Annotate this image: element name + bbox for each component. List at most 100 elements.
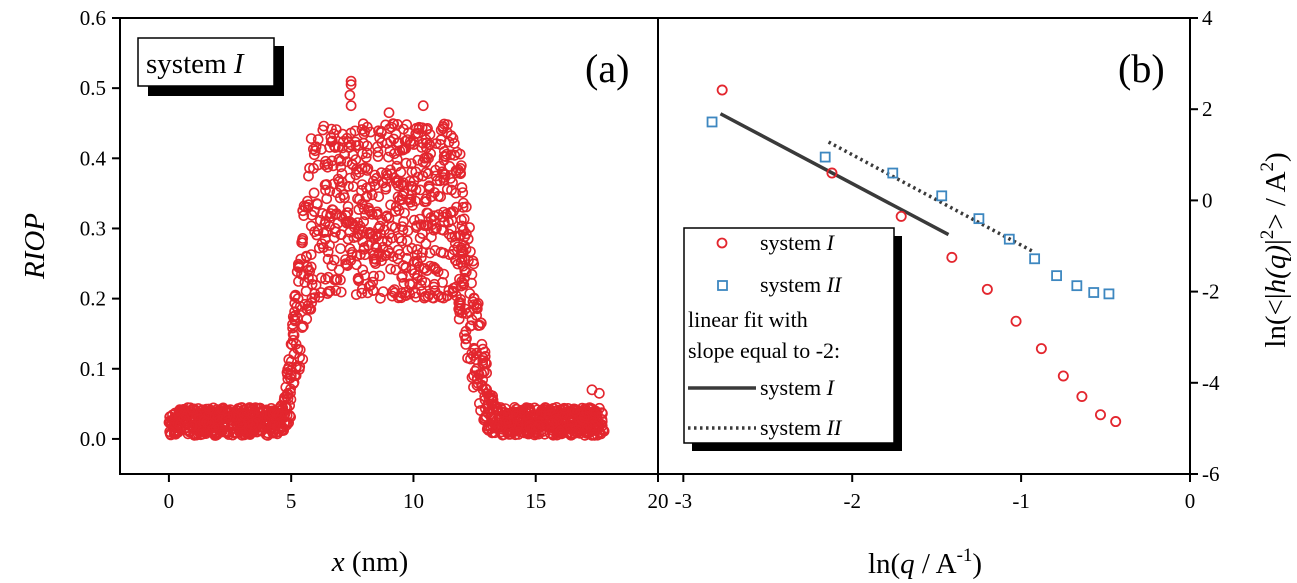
panel-a-data-point <box>589 420 601 432</box>
panel-a-data-point <box>285 338 297 350</box>
system-ii-data-point <box>1088 287 1100 298</box>
panel-a-y-tick-label: 0.5 <box>80 76 106 100</box>
panel-a-data-point <box>374 292 386 304</box>
panel-a-data-point <box>364 181 376 193</box>
system-i-data-point <box>1110 416 1122 428</box>
panel-a-data-point <box>281 402 293 414</box>
panel-a-data-point <box>385 263 396 275</box>
system-ii-data-point <box>1003 233 1015 245</box>
panel-a-data-point <box>164 428 176 440</box>
panel-a-data-point <box>306 292 318 304</box>
panel-a-data-point <box>557 409 569 420</box>
panel-a-data-point <box>425 231 437 243</box>
panel-a-data-point <box>362 287 374 299</box>
panel-a-data-point <box>321 193 333 205</box>
panel-a-data-point <box>441 126 453 138</box>
panel-a-data-point <box>368 253 380 265</box>
panel-a-data-point <box>334 192 346 204</box>
panel-a-data-point <box>233 409 244 420</box>
panel-a-data-point <box>410 287 421 299</box>
panel-a-data-point <box>431 175 443 186</box>
panel-a-data-point <box>221 426 233 438</box>
panel-a-data-point <box>232 403 244 414</box>
panel-a-data-point <box>466 371 478 383</box>
panel-a-data-point <box>374 220 386 232</box>
panel-a-data-point <box>389 284 400 295</box>
panel-a-data-point <box>367 276 379 288</box>
panel-a-data-point <box>578 411 590 423</box>
panel-a-data-point <box>323 286 335 297</box>
panel-a-data-point <box>404 279 416 290</box>
panel-a-data-point <box>587 422 598 434</box>
panel-b-x-tick-label: 0 <box>1185 489 1196 513</box>
panel-a-data-point <box>394 145 406 157</box>
panel-a-data-point <box>438 174 450 186</box>
panel-a-data-point <box>466 347 478 359</box>
panel-a-data-point <box>336 176 348 188</box>
panel-b: -3 -2 -1 0 -6 -4 -2 0 2 4 (b) system I system II… <box>657 6 1292 580</box>
panel-a-data-point <box>322 161 333 173</box>
panel-a-data-point <box>400 157 412 169</box>
panel-a-data-point <box>371 242 383 254</box>
panel-a-data-point <box>491 422 503 434</box>
panel-a-data-point <box>280 401 291 413</box>
panel-a-data-point <box>428 214 440 226</box>
panel-a-data-point <box>298 200 310 212</box>
panel-a-data-point <box>453 313 465 325</box>
panel-b-y-axis-title: ln(<|h(q)|2> / A2) <box>1257 152 1292 347</box>
panel-a-data-point <box>450 187 462 199</box>
system-ii-data-point <box>936 190 948 202</box>
panel-a-data-point <box>321 179 332 190</box>
panel-a-data-point <box>372 146 384 158</box>
panel-a-y-tick-label: 0.4 <box>80 146 107 170</box>
panel-a-data-point <box>419 152 430 164</box>
panel-a-data-point <box>457 248 469 259</box>
panel-a-data-point <box>228 419 240 430</box>
panel-a-data-point <box>429 244 441 256</box>
panel-a-scatter-points <box>163 118 610 441</box>
panel-a-data-point <box>438 150 450 162</box>
panel-a-data-point <box>266 426 278 438</box>
panel-a-data-point <box>356 163 368 175</box>
panel-a-data-point <box>500 416 512 428</box>
legend-marker-system-ii <box>717 280 728 291</box>
panel-a-data-point <box>328 232 340 244</box>
panel-a-data-point <box>285 355 297 367</box>
panel-a-data-point <box>406 264 418 276</box>
panel-a-data-point <box>304 265 316 277</box>
panel-a-data-point <box>313 242 325 254</box>
panel-a-data-point <box>293 275 304 287</box>
panel-a-data-point <box>311 198 323 210</box>
panel-a-data-point <box>367 284 379 296</box>
panel-a-x-tick-label: 20 <box>648 489 669 513</box>
panel-a-data-point <box>385 135 397 147</box>
panel-a-data-point <box>382 151 394 163</box>
panel-a-data-point <box>293 262 305 274</box>
panel-a-data-point <box>597 424 609 436</box>
panel-a-data-point <box>397 224 409 236</box>
panel-a-data-point <box>418 263 429 274</box>
panel-a-data-point <box>180 406 191 418</box>
system-i-data-point <box>1094 409 1106 421</box>
panel-a-data-point <box>369 169 381 181</box>
system-i-data-point <box>895 210 907 222</box>
panel-a-data-point <box>441 290 453 302</box>
panel-a-data-point <box>324 239 335 251</box>
panel-a-data-point <box>198 415 210 427</box>
panel-a-data-point <box>297 205 309 217</box>
panel-a-data-point <box>423 181 435 193</box>
panel-a-data-point <box>338 189 349 201</box>
panel-a-data-point <box>438 216 450 228</box>
panel-a-data-point <box>327 160 339 172</box>
panel-a-data-point <box>411 244 423 255</box>
panel-a-data-point <box>330 209 341 220</box>
panel-a-data-point <box>334 274 346 286</box>
panel-a-data-point <box>296 322 308 333</box>
panel-a-data-point <box>401 235 413 247</box>
panel-a-data-point <box>388 133 400 145</box>
panel-a-data-point <box>423 139 435 150</box>
panel-a-data-point <box>461 308 473 319</box>
panel-a-data-point <box>466 314 478 326</box>
panel-a-data-point <box>235 425 247 437</box>
